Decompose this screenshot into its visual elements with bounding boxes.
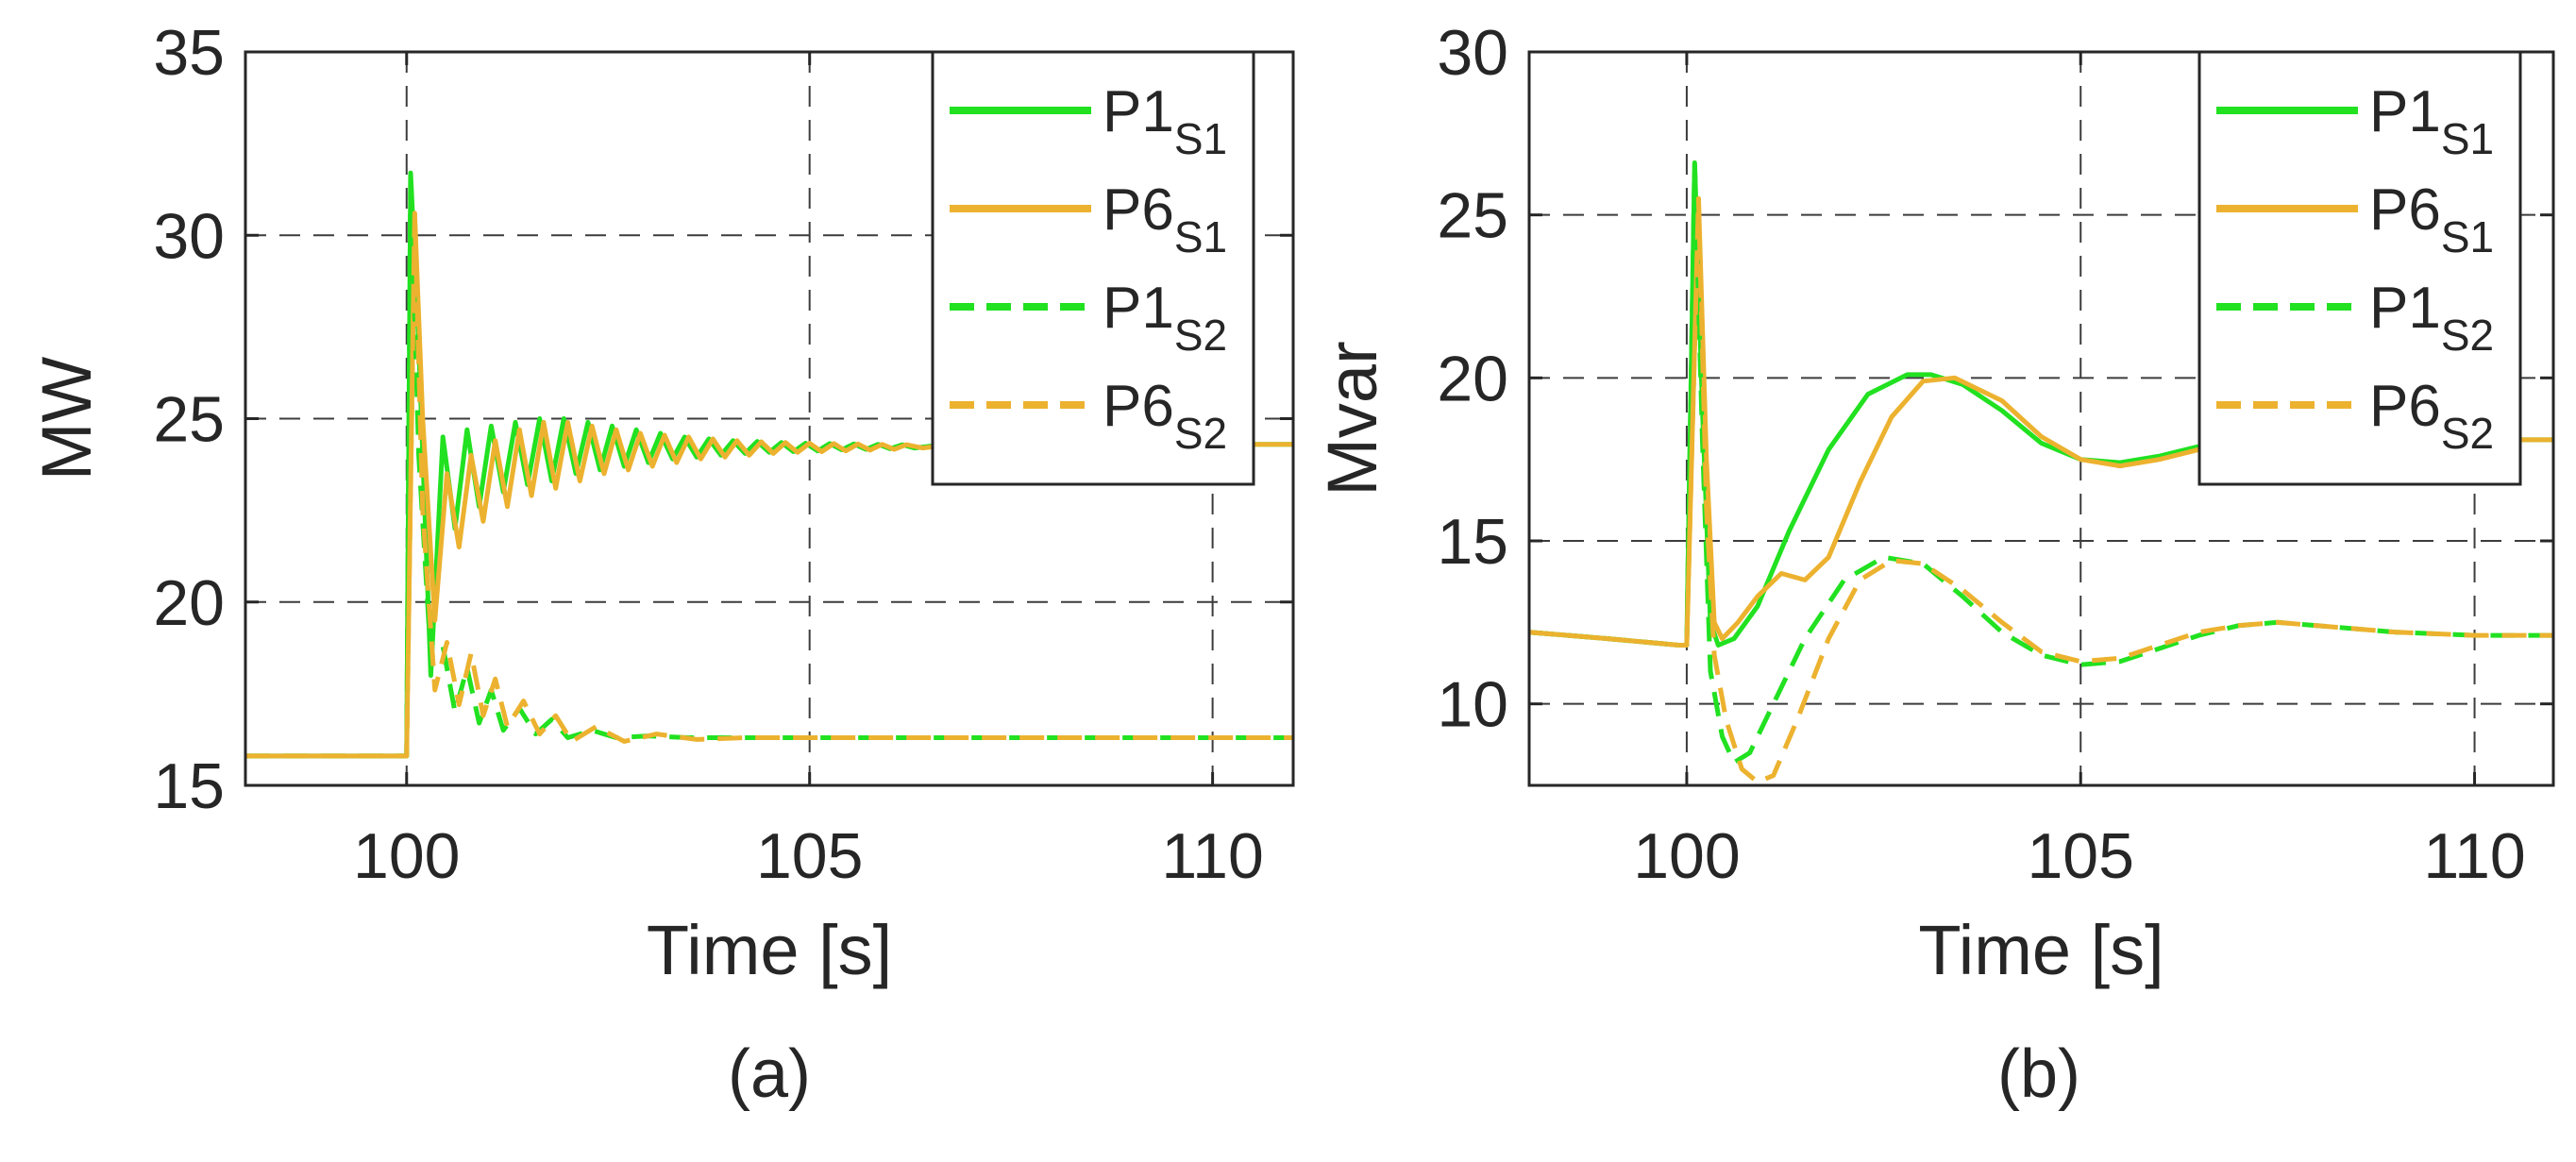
y-axis-label: MW bbox=[27, 357, 106, 481]
y-tick-label: 30 bbox=[1437, 17, 1508, 89]
legend-label-subscript: S2 bbox=[1174, 409, 1227, 458]
legend-label: P1S1 bbox=[1103, 79, 1227, 163]
legend-label-name: P1 bbox=[1103, 276, 1174, 341]
legend-label-subscript: S2 bbox=[2441, 409, 2494, 458]
series-line-p6-s1 bbox=[245, 211, 1293, 759]
panel-caption: (b) bbox=[1997, 1036, 2080, 1112]
y-tick-label: 30 bbox=[153, 200, 225, 272]
legend-label-subscript: S1 bbox=[2441, 212, 2494, 261]
legend-label: P6S1 bbox=[1103, 177, 1227, 261]
legend-label-subscript: S2 bbox=[1174, 311, 1227, 360]
y-tick-label: 20 bbox=[1437, 343, 1508, 414]
y-tick-label: 10 bbox=[1437, 669, 1508, 741]
axes-box bbox=[1527, 50, 2555, 787]
x-tick-label: 105 bbox=[2027, 820, 2133, 892]
legend-label: P1S2 bbox=[2369, 276, 2494, 360]
y-tick-label: 25 bbox=[153, 384, 225, 456]
legend-label-name: P6 bbox=[2369, 177, 2441, 243]
legend-label-name: P6 bbox=[1103, 177, 1174, 243]
y-tick-label: 35 bbox=[153, 17, 225, 89]
x-axis-label: Time [s] bbox=[1918, 911, 2164, 989]
x-tick-label: 100 bbox=[353, 820, 460, 892]
legend-label-subscript: S1 bbox=[1174, 114, 1227, 163]
legend-label-name: P1 bbox=[1103, 79, 1174, 144]
legend-label: P6S2 bbox=[1103, 374, 1227, 458]
legend-label: P6S2 bbox=[2369, 374, 2494, 458]
legend-label-name: P1 bbox=[2369, 79, 2441, 144]
legend-label-subscript: S1 bbox=[2441, 114, 2494, 163]
y-tick-label: 20 bbox=[153, 567, 225, 639]
x-tick-label: 100 bbox=[1633, 820, 1740, 892]
legend-label-name: P6 bbox=[2369, 374, 2441, 439]
legend-label: P6S1 bbox=[2369, 177, 2494, 261]
y-tick-label: 15 bbox=[1437, 506, 1508, 578]
legend-label-name: P1 bbox=[2369, 276, 2441, 341]
series-line-p6-s2-dashed bbox=[245, 211, 1293, 759]
x-axis-label: Time [s] bbox=[647, 911, 892, 989]
legend-label: P1S2 bbox=[1103, 276, 1227, 360]
x-tick-label: 110 bbox=[2423, 820, 2525, 892]
legend-label-subscript: S1 bbox=[1174, 212, 1227, 261]
series-line-p1-s2-dashed bbox=[245, 170, 1293, 759]
y-tick-label: 15 bbox=[153, 750, 225, 822]
x-tick-label: 105 bbox=[756, 820, 863, 892]
panel-caption: (a) bbox=[728, 1036, 811, 1112]
legend-label-name: P6 bbox=[1103, 374, 1174, 439]
legend-label-subscript: S2 bbox=[2441, 311, 2494, 360]
x-tick-label: 110 bbox=[1161, 820, 1263, 892]
y-tick-label: 25 bbox=[1437, 180, 1508, 252]
legend-box bbox=[931, 50, 1255, 486]
legend-label: P1S1 bbox=[2369, 79, 2494, 163]
y-axis-label: Mvar bbox=[1313, 341, 1391, 496]
series-line-p6-s2-dashed bbox=[1528, 195, 2553, 784]
legend-box bbox=[2197, 50, 2522, 486]
